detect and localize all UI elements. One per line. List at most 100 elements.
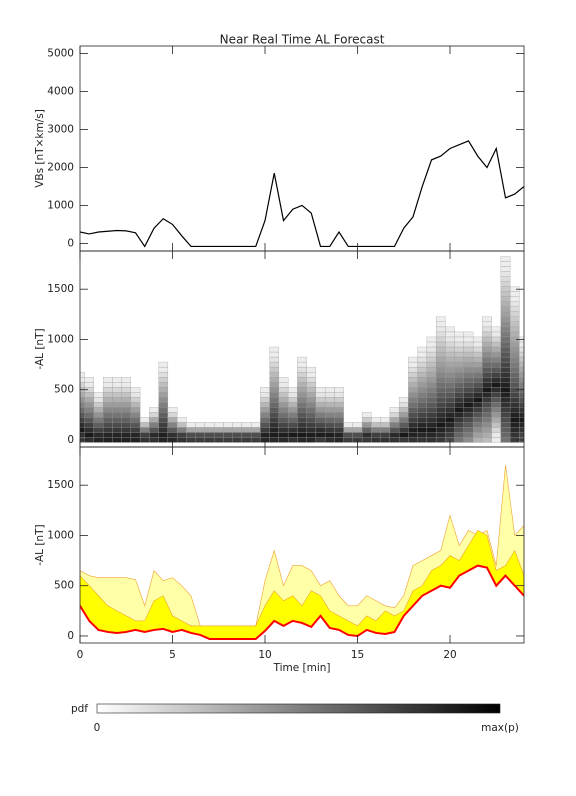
pdf-cell xyxy=(417,427,428,433)
pdf-cell xyxy=(509,351,520,358)
pdf-cell xyxy=(454,356,465,363)
pdf-cell xyxy=(112,387,122,393)
pdf-column xyxy=(93,392,104,443)
pdf-cell xyxy=(315,397,326,403)
pdf-cell xyxy=(334,412,344,418)
pdf-cell xyxy=(112,397,122,403)
pdf-cell xyxy=(454,361,465,368)
pdf-cell xyxy=(334,432,344,438)
pdf-cell xyxy=(482,402,492,408)
pdf-cell xyxy=(130,407,141,413)
pdf-cell xyxy=(121,422,132,428)
pdf-cell xyxy=(260,387,270,393)
pdf-cell xyxy=(121,387,132,393)
pdf-cell xyxy=(426,356,437,363)
pdf-column xyxy=(121,376,132,443)
pdf-cell xyxy=(112,427,122,433)
pdf-cell xyxy=(435,316,446,323)
pdf-cell xyxy=(482,387,492,393)
pdf-cell xyxy=(417,382,428,388)
pdf-cell xyxy=(278,437,289,443)
pdf-cell xyxy=(472,366,483,373)
pdf-cell xyxy=(186,427,196,433)
pdf-cell xyxy=(435,326,446,333)
pdf-cell xyxy=(454,432,465,438)
pdf-cell xyxy=(315,402,326,408)
pdf-cell xyxy=(102,412,113,418)
pdf-cell xyxy=(158,397,169,403)
pdf-cell xyxy=(509,326,520,333)
pdf-cell xyxy=(408,361,418,368)
pdf-cell xyxy=(435,427,446,433)
pdf-cell xyxy=(84,417,95,423)
pdf-cell xyxy=(306,371,317,378)
pdf-cell xyxy=(93,417,104,423)
pdf-cell xyxy=(519,356,524,363)
pdf-cell xyxy=(482,376,492,383)
pdf-column xyxy=(343,422,354,443)
pdf-cell xyxy=(500,286,511,292)
pdf-cell xyxy=(306,417,317,423)
pdf-cell xyxy=(417,397,428,403)
pdf-cell xyxy=(472,346,483,353)
pdf-cell xyxy=(445,356,455,363)
pdf-cell xyxy=(158,432,169,438)
pdf-cell xyxy=(260,417,270,423)
pdf-cell xyxy=(435,397,446,403)
pdf-cell xyxy=(500,366,511,373)
pdf-cell xyxy=(260,402,270,408)
pdf-cell xyxy=(482,361,492,368)
pdf-cell xyxy=(130,427,141,433)
pdf-cell xyxy=(324,422,335,428)
pdf-column xyxy=(509,286,520,443)
pdf-cell xyxy=(278,376,289,383)
colorbar-max: max(p) xyxy=(481,722,519,734)
pdf-cell xyxy=(102,407,113,413)
pdf-cell xyxy=(509,412,520,418)
pdf-cell xyxy=(334,407,344,413)
pdf-cell xyxy=(260,427,270,433)
pdf-cell xyxy=(102,432,113,438)
pdf-cell xyxy=(454,422,465,428)
pdf-cell xyxy=(84,407,95,413)
pdf-cell xyxy=(269,387,280,393)
pdf-cell xyxy=(269,427,280,433)
pdf-cell xyxy=(417,387,428,393)
pdf-cell xyxy=(389,422,400,428)
pdf-cell xyxy=(500,346,511,353)
pdf-cell xyxy=(519,376,524,383)
pdf-cell xyxy=(306,407,317,413)
pdf-cell xyxy=(315,387,326,393)
pdf-cell xyxy=(93,407,104,413)
pdf-cell xyxy=(306,422,317,428)
pdf-cell xyxy=(297,366,307,373)
pdf-cell xyxy=(435,382,446,388)
pdf-cell xyxy=(509,392,520,398)
pdf-cell xyxy=(232,422,243,428)
pdf-cell xyxy=(278,382,289,388)
pdf-cell xyxy=(260,407,270,413)
pdf-cell xyxy=(408,417,418,423)
pdf-cell xyxy=(426,366,437,373)
pdf-cell xyxy=(324,437,335,443)
pdf-cell xyxy=(112,376,122,383)
y-tick-label: 1500 xyxy=(47,283,74,295)
pdf-cell xyxy=(167,407,178,413)
pdf-cell xyxy=(463,382,474,388)
pdf-cell xyxy=(84,432,95,438)
pdf-cell xyxy=(121,397,132,403)
pdf-column xyxy=(241,422,252,443)
pdf-column xyxy=(84,376,95,443)
pdf-column xyxy=(389,407,400,443)
pdf-cell xyxy=(435,432,446,438)
pdf-cell xyxy=(112,422,122,428)
pdf-cell xyxy=(380,432,391,438)
pdf-column xyxy=(130,387,141,443)
pdf-cell xyxy=(278,387,289,393)
pdf-cell xyxy=(454,402,465,408)
pdf-cell xyxy=(417,356,428,363)
pdf-cell xyxy=(509,397,520,403)
pdf-cell xyxy=(380,422,391,428)
pdf-cell xyxy=(500,271,511,277)
